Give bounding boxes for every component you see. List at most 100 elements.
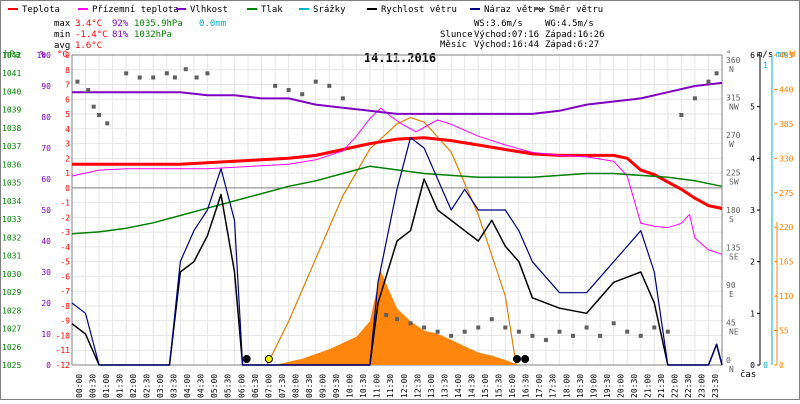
wind-direction-point — [516, 329, 521, 334]
x-tick-label: 18:30 — [576, 374, 585, 398]
axis-header-mm: mm — [776, 50, 787, 60]
tick-label-hpa: 1041 — [2, 69, 21, 78]
x-tick-label: 16:00 — [508, 374, 517, 398]
x-tick-label: 07:30 — [278, 374, 287, 398]
x-tick-label: 17:30 — [549, 374, 558, 398]
tick-label-ms: 0 — [750, 361, 755, 370]
wind-direction-point — [105, 121, 110, 126]
tick-label-w: 55 — [779, 327, 789, 336]
x-tick-label: 09:30 — [332, 374, 341, 398]
tick-label-w: 165 — [779, 258, 794, 267]
x-tick-label: 10:00 — [346, 374, 355, 398]
x-tick: 00:30 — [88, 374, 97, 398]
legend-label: Rychlost větru — [381, 5, 457, 15]
x-tick: 22:00 — [671, 374, 680, 398]
x-tick-label: 22:00 — [671, 374, 680, 398]
tick-label-mm: 1 — [763, 61, 768, 70]
x-tick-label: 08:30 — [305, 374, 314, 398]
x-tick-label: 00:00 — [75, 374, 84, 398]
axis-headers: hPa % °C ° m/s mm W — [4, 50, 796, 60]
right-axes: 0N45NE90E135SE180S225SW270W315NW360N0123… — [726, 51, 794, 374]
tick-label-hpa: 1028 — [2, 306, 21, 315]
x-tick-label: 15:30 — [495, 374, 504, 398]
x-tick: 18:00 — [562, 374, 571, 398]
x-tick: 07:00 — [264, 374, 273, 398]
tick-label-pct: 20 — [41, 299, 51, 308]
series-line — [71, 137, 723, 366]
tick-label-temp: -5 — [60, 258, 70, 267]
chart-title: 14.11.2016 — [364, 51, 436, 65]
x-tick: 04:30 — [197, 374, 206, 398]
tick-label-w: 275 — [779, 189, 794, 198]
tick-label-temp: -8 — [60, 302, 70, 311]
tick-label-ms: 6 — [750, 51, 755, 60]
wind-direction-point — [571, 333, 576, 338]
x-tick: 16:00 — [508, 374, 517, 398]
tick-label-dir: S — [729, 215, 734, 224]
x-tick-label: 23:00 — [698, 374, 707, 398]
tick-label-pct: 10 — [41, 330, 51, 339]
tick-label-hpa: 1030 — [2, 270, 21, 279]
x-tick: 20:30 — [630, 374, 639, 398]
x-tick-label: 01:00 — [102, 374, 111, 398]
x-tick: 19:30 — [603, 374, 612, 398]
x-tick-label: 18:00 — [562, 374, 571, 398]
x-tick: 20:00 — [616, 374, 625, 398]
x-tick-label: 20:30 — [630, 374, 639, 398]
x-tick-label: 23:30 — [711, 374, 720, 398]
tick-label-pct: 70 — [41, 144, 51, 153]
x-tick-label: 08:00 — [291, 374, 300, 398]
stats-max-temp: 3.4°C — [75, 19, 102, 29]
x-tick: 06:00 — [237, 374, 246, 398]
x-tick-label: 03:00 — [156, 374, 165, 398]
wind-direction-point — [598, 333, 603, 338]
tick-label-ms: 3 — [750, 206, 755, 215]
tick-label-hpa: 1040 — [2, 87, 21, 96]
tick-label-deg: 315 — [726, 94, 741, 103]
tick-label-deg: 270 — [726, 131, 741, 140]
x-tick-label: 12:00 — [400, 374, 409, 398]
tick-label-hpa: 1027 — [2, 325, 21, 334]
x-tick-label: 16:30 — [522, 374, 531, 398]
stats-min-label: min — [54, 30, 70, 40]
x-tick: 05:30 — [224, 374, 233, 398]
x-tick: 09:30 — [332, 374, 341, 398]
stats-block: max 3.4°C 92% 1035.9hPa 0.0mm min -1.4°C… — [54, 19, 226, 51]
x-tick: 19:00 — [589, 374, 598, 398]
moonset-info: Západ:6:27 — [545, 40, 599, 50]
x-tick: 12:30 — [413, 374, 422, 398]
tick-label-temp: -9 — [60, 317, 70, 326]
wind-direction-point — [557, 329, 562, 334]
wind-direction-point — [194, 75, 199, 80]
legend-label: Srážky — [313, 5, 346, 15]
x-tick-label: 14:00 — [454, 374, 463, 398]
wind-direction-point — [625, 329, 630, 334]
tick-label-temp: -4 — [60, 243, 70, 252]
sunset-marker — [512, 355, 521, 363]
x-tick: 09:00 — [319, 374, 328, 398]
axis-header-degc: °C — [57, 50, 68, 60]
wind-direction-point — [449, 333, 454, 338]
wind-direction-point — [313, 79, 318, 84]
tick-label-dir: NE — [729, 328, 739, 337]
tick-label-w: 110 — [779, 292, 794, 301]
axis-header-deg: ° — [726, 50, 731, 60]
tick-label-hpa: 1032 — [2, 233, 21, 242]
x-tick-label: 15:00 — [481, 374, 490, 398]
wind-direction-point — [286, 88, 291, 92]
x-tick-label: 11:00 — [373, 374, 382, 398]
tick-label-temp: 1 — [65, 169, 70, 178]
wind-direction-point — [692, 96, 697, 101]
moonrise-marker — [521, 355, 530, 363]
series-wind-direction — [75, 67, 719, 342]
tick-label-dir: E — [729, 290, 734, 299]
x-tick-label: 12:30 — [413, 374, 422, 398]
tick-label-temp: 0 — [65, 184, 70, 193]
wind-direction-point — [462, 329, 467, 334]
tick-label-hpa: 1039 — [2, 106, 21, 115]
tick-label-w: 0 — [779, 361, 784, 370]
tick-label-temp: -7 — [60, 287, 70, 296]
x-tick-label: 21:00 — [644, 374, 653, 398]
legend-label: Vlhkost — [190, 5, 228, 15]
